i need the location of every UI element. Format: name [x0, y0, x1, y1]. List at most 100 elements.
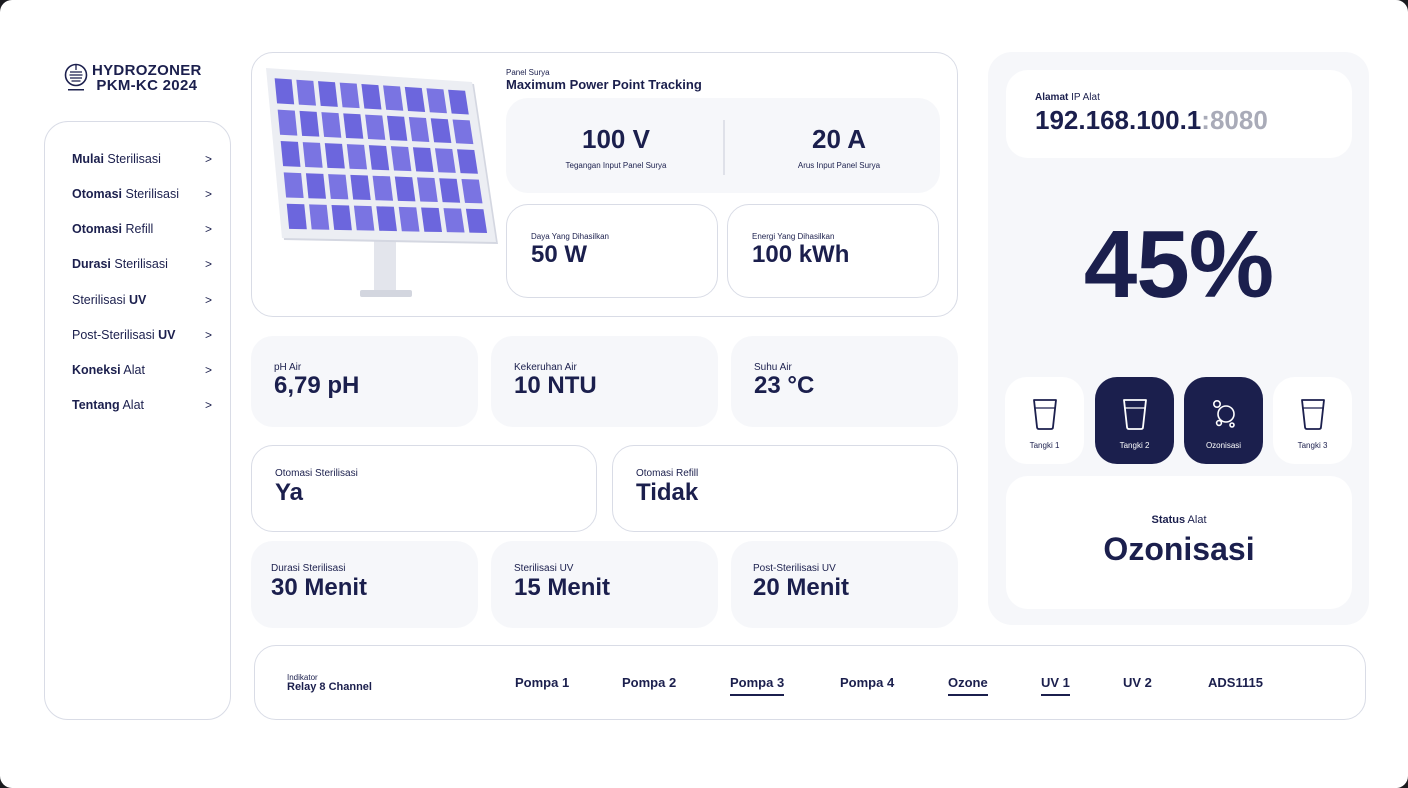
- solar-cell: [394, 176, 416, 202]
- uv-duration-value: 15 Menit: [514, 574, 611, 601]
- solar-cell: [383, 85, 404, 111]
- solar-cell: [417, 177, 438, 203]
- sidebar-item-label: Koneksi Alat: [72, 363, 145, 377]
- solar-cell: [457, 149, 478, 174]
- status-label-bold: Status: [1151, 514, 1186, 526]
- relay-channel[interactable]: UV 2: [1123, 675, 1152, 690]
- sterilization-duration-label: Durasi Sterilisasi: [271, 563, 346, 574]
- auto-refill-card[interactable]: Otomasi Refill Tidak: [612, 445, 958, 532]
- sidebar-item[interactable]: Otomasi Refill >: [72, 222, 212, 242]
- status-value: Ozonisasi: [1103, 531, 1255, 567]
- tank-button[interactable]: Tangki 3: [1273, 377, 1352, 464]
- sidebar-item-label-prefix: Sterilisasi: [72, 293, 129, 307]
- sidebar-item[interactable]: Sterilisasi UV >: [72, 293, 212, 313]
- chevron-right-icon: >: [204, 152, 212, 166]
- solar-cell: [421, 207, 443, 233]
- sterilization-duration-value: 30 Menit: [271, 574, 368, 601]
- auto-refill-label: Otomasi Refill: [636, 468, 699, 479]
- tank-button[interactable]: Tangki 2: [1095, 377, 1174, 464]
- chevron-right-icon: >: [204, 257, 212, 271]
- voltage-value: 100 V: [582, 124, 650, 154]
- solar-cell: [368, 145, 390, 171]
- ip-value: 192.168.100.1: [1035, 105, 1202, 135]
- solar-cell: [365, 114, 386, 140]
- current-label: Arus Input Panel Surya: [797, 161, 881, 170]
- tank-button[interactable]: Tangki 1: [1005, 377, 1084, 464]
- solar-cell: [305, 173, 327, 199]
- sidebar-item-label-bold: Durasi: [72, 257, 111, 271]
- ph-label: pH Air: [274, 362, 302, 373]
- tank-button[interactable]: Ozonisasi: [1184, 377, 1263, 464]
- auto-refill-value: Tidak: [636, 479, 699, 506]
- turbidity-card: Kekeruhan Air 10 NTU: [491, 336, 718, 427]
- solar-cell: [346, 144, 368, 170]
- solar-cell: [302, 142, 323, 168]
- tank-label: Tangki 3: [1297, 441, 1328, 450]
- solar-cell: [328, 174, 349, 200]
- solar-cell: [430, 118, 452, 144]
- sidebar-item[interactable]: Post-Sterilisasi UV >: [72, 328, 212, 348]
- sidebar-item-label-bold: Otomasi: [72, 187, 123, 201]
- sterilization-duration-card: Durasi Sterilisasi 30 Menit: [251, 541, 478, 628]
- sidebar-item[interactable]: Koneksi Alat >: [72, 363, 212, 383]
- relay-channel[interactable]: Pompa 4: [840, 675, 895, 690]
- sidebar-item[interactable]: Durasi Sterilisasi >: [72, 257, 212, 277]
- relay-small-label: Indikator: [287, 673, 318, 682]
- relay-channel[interactable]: UV 1: [1041, 675, 1070, 696]
- status-card: Status Alat Ozonisasi: [1006, 476, 1352, 609]
- progress-percent: 45%: [1083, 211, 1274, 318]
- sidebar-item-label-bold: UV: [128, 293, 147, 307]
- brand-logo: HYDROZONER PKM-KC 2024: [64, 60, 224, 100]
- solar-cell: [404, 86, 426, 112]
- ip-address-card: Alamat IP Alat 192.168.100.1:8080: [1006, 70, 1352, 158]
- sidebar-item[interactable]: Mulai Sterilisasi >: [72, 152, 212, 172]
- solar-panel-illustration: [266, 68, 498, 297]
- solar-cell: [350, 174, 371, 201]
- sidebar-item-label-prefix: Post-Sterilisasi: [72, 328, 159, 342]
- solar-cell: [412, 147, 434, 173]
- energy-card: Energi Yang Dihasilkan 100 kWh: [727, 204, 939, 298]
- divider: [723, 120, 725, 175]
- voltage-label: Tegangan Input Panel Surya: [565, 161, 667, 170]
- sidebar-item[interactable]: Otomasi Sterilisasi >: [72, 187, 212, 207]
- sidebar-item-label: Post-Sterilisasi UV: [72, 328, 176, 342]
- sidebar-item-label-bold: Mulai: [72, 152, 104, 166]
- relay-channel[interactable]: ADS1115: [1208, 675, 1263, 690]
- solar-cell: [408, 117, 430, 142]
- sidebar-item-label-bold: Tentang: [72, 398, 120, 412]
- chevron-right-icon: >: [204, 293, 212, 307]
- sidebar-item-label-bold: Koneksi: [72, 363, 121, 377]
- sidebar: [44, 121, 231, 720]
- sidebar-item-label-bold: UV: [158, 328, 176, 342]
- solar-cell: [376, 206, 397, 232]
- ip-label-rest: IP Alat: [1068, 92, 1100, 103]
- ip-label-bold: Alamat: [1035, 92, 1069, 103]
- tank-label: Ozonisasi: [1205, 441, 1242, 450]
- turbidity-value: 10 NTU: [514, 372, 597, 399]
- tank-label: Tangki 2: [1119, 441, 1150, 450]
- sidebar-item-label: Otomasi Sterilisasi: [72, 187, 179, 201]
- auto-sterilization-card[interactable]: Otomasi Sterilisasi Ya: [251, 445, 597, 532]
- relay-channel[interactable]: Pompa 3: [730, 675, 785, 696]
- solar-cell: [439, 178, 461, 203]
- brand-subtitle: PKM-KC 2024: [96, 77, 198, 94]
- solar-cell: [343, 113, 364, 139]
- solar-small-label: Panel Surya: [506, 68, 550, 77]
- relay-channel[interactable]: Pompa 1: [515, 675, 570, 690]
- solar-cell: [465, 208, 488, 233]
- cup-icon: [1033, 399, 1057, 430]
- voltage-current-box: 100 V Tegangan Input Panel Surya 20 A Ar…: [506, 98, 940, 193]
- solar-cell: [448, 89, 469, 115]
- solar-cell: [296, 79, 316, 106]
- power-card: Daya Yang Dihasilkan 50 W: [506, 204, 718, 298]
- ip-label: Alamat IP Alat: [1035, 92, 1100, 103]
- solar-cell: [318, 81, 338, 107]
- sidebar-item[interactable]: Tentang Alat >: [72, 398, 212, 418]
- solar-cell: [361, 83, 382, 110]
- relay-channel[interactable]: Ozone: [948, 675, 988, 696]
- relay-channel[interactable]: Pompa 2: [622, 675, 677, 690]
- temperature-value: 23 °C: [754, 372, 815, 399]
- chevron-right-icon: >: [204, 187, 212, 201]
- sidebar-item-label-rest: Sterilisasi: [103, 152, 161, 166]
